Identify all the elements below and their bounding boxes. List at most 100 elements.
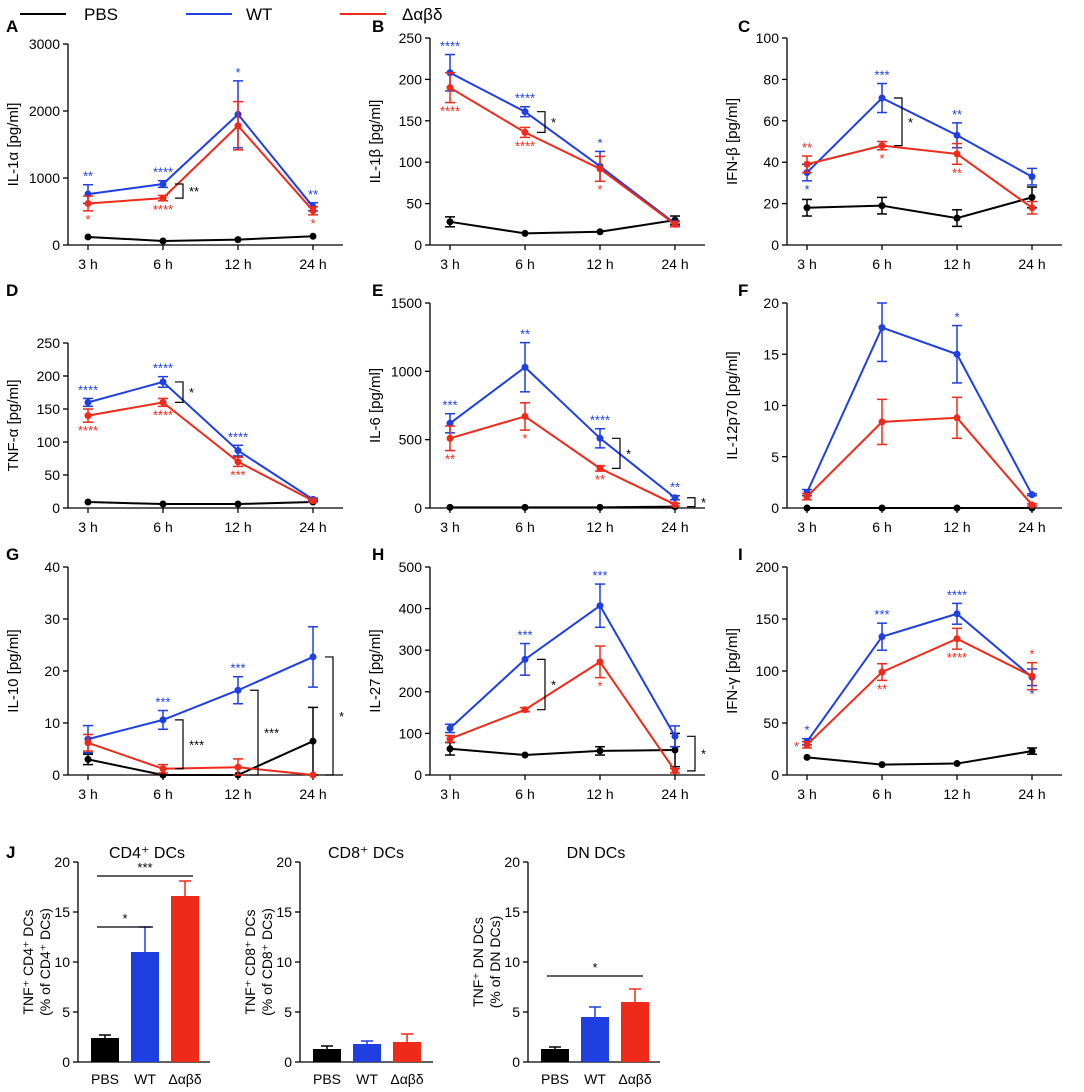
x-tick-label: 12 h [586, 786, 613, 802]
series-line [87, 501, 314, 506]
y-tick-label: 10 [504, 954, 520, 970]
data-point [1028, 747, 1036, 755]
series-Δαβδ [83, 733, 317, 779]
panel-c: C 0 20 40 60 80 100 3 h 6 h 12 h 24 h IFN-β [pg/ml]… [724, 17, 1062, 272]
x-tick-label: 6 h [872, 256, 891, 272]
series-Δαβδ [445, 645, 680, 775]
y-tick-label: 20 [504, 854, 520, 870]
y-axis-label: IL-1α [pg/ml] [5, 103, 22, 187]
bracket-star: * [626, 446, 631, 461]
series-line [806, 326, 1033, 496]
bar [131, 952, 159, 1062]
series-line [87, 235, 314, 242]
y-axis-label: TNF⁺ CD4⁺ DCs(% of CD4⁺ DCs) [20, 908, 53, 1016]
y-axis-label-line: (% of CD8⁺ DCs) [259, 908, 275, 1016]
series-Δαβδ [802, 396, 1037, 509]
panel-j-1: J CD4⁺ DCs 0 5 10 15 20 TNF⁺ CD4⁺ DCs(% of CD4⁺… [6, 843, 210, 1087]
significance-star: * [804, 182, 809, 197]
x-tick-label: 24 h [1018, 256, 1045, 272]
panel-f: F 0 5 10 15 20 3 h 6 h 12 h 24 h IL-12p70 [pg/ml] * [724, 281, 1062, 535]
y-tick-label: 40 [44, 559, 60, 575]
data-point [84, 233, 92, 241]
y-tick-label: 80 [763, 71, 779, 87]
series-line [87, 741, 314, 776]
y-tick-label: 200 [756, 559, 780, 575]
x-tick-label: 6 h [153, 786, 172, 802]
y-tick-label: 500 [399, 559, 423, 575]
data-point [446, 218, 454, 226]
data-point [596, 464, 604, 472]
y-axis-label-line: TNF⁺ CD4⁺ DCs [20, 910, 36, 1015]
significance-star: * [804, 723, 809, 738]
series-line [449, 415, 676, 506]
panel-letter: A [6, 17, 18, 36]
significance-star: *** [155, 695, 170, 710]
x-tick-label: 24 h [661, 786, 688, 802]
x-tick-label: Δαβδ [618, 1071, 651, 1087]
significance-bracket [537, 111, 546, 133]
series-WT [445, 583, 680, 748]
bracket-star: * [701, 747, 706, 762]
significance-star: **** [153, 202, 173, 217]
significance-star: ** [802, 140, 812, 155]
significance-star: *** [137, 860, 152, 875]
data-point [596, 658, 604, 666]
data-point [446, 84, 454, 92]
data-point [803, 753, 811, 761]
significance-star: ** [83, 169, 93, 184]
y-tick-label: 20 [54, 854, 70, 870]
data-point [878, 418, 886, 426]
series-line [806, 416, 1033, 506]
bar [313, 1049, 341, 1062]
panel-letter: D [6, 281, 18, 300]
y-tick-label: 10 [763, 398, 779, 414]
data-point [446, 434, 454, 442]
data-point [159, 378, 167, 386]
series-WT [83, 626, 318, 754]
data-point [84, 739, 92, 747]
data-point [953, 150, 961, 158]
x-tick-label: PBS [313, 1071, 341, 1087]
y-tick-label: 15 [504, 904, 520, 920]
bracket-star: * [908, 115, 913, 130]
bar [171, 896, 199, 1062]
x-tick-label: 12 h [586, 519, 613, 535]
significance-star: **** [78, 423, 98, 438]
data-point [84, 199, 92, 207]
data-point [309, 207, 317, 215]
data-point [803, 204, 811, 212]
data-point [521, 412, 529, 420]
data-point [878, 761, 886, 769]
data-point [309, 497, 317, 505]
significance-star: * [592, 960, 597, 975]
y-tick-label: 0 [414, 237, 422, 253]
y-tick-label: 50 [406, 196, 422, 212]
x-tick-label: 6 h [153, 256, 172, 272]
y-tick-label: 60 [763, 113, 779, 129]
significance-bracket [612, 437, 621, 469]
significance-star: ** [670, 480, 680, 495]
series-line [806, 612, 1033, 743]
data-point [878, 324, 886, 332]
x-tick-label: 6 h [515, 786, 534, 802]
significance-star: **** [947, 650, 967, 665]
y-tick-label: 100 [399, 725, 423, 741]
bracket-star: *** [189, 737, 204, 752]
data-point [159, 765, 167, 773]
data-point [803, 493, 811, 501]
y-tick-label: 20 [763, 196, 779, 212]
panel-j-2: CD8⁺ DCs 0 5 10 15 20 TNF⁺ CD8⁺ DCs(% of CD8⁺ … [242, 845, 433, 1087]
y-axis-label: IFN-γ [pg/ml] [724, 628, 741, 714]
data-point [309, 737, 317, 745]
data-point [878, 504, 886, 512]
series-line [449, 604, 676, 737]
series-Δαβδ [83, 397, 318, 505]
x-tick-label: Δαβδ [168, 1071, 201, 1087]
significance-star: **** [515, 138, 535, 153]
x-tick-label: 24 h [299, 519, 326, 535]
bar [581, 1017, 609, 1062]
x-tick-label: 3 h [440, 256, 459, 272]
significance-bracket [325, 656, 334, 776]
significance-bracket [175, 183, 184, 199]
series-line [449, 86, 676, 226]
